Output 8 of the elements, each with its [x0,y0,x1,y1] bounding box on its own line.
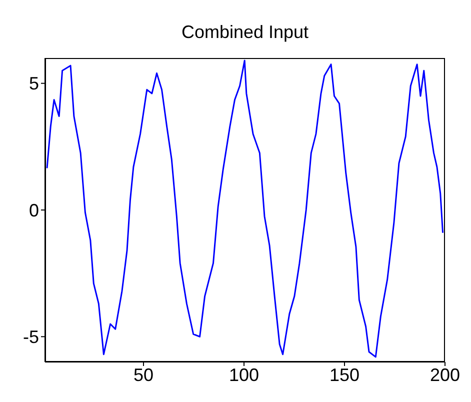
y-tick-label: -5 [22,327,39,348]
x-tick-label: 50 [133,364,154,385]
y-tick-label: 0 [28,200,39,220]
x-tick-label: 200 [430,364,460,385]
x-tick-label: 150 [329,364,360,385]
x-tick-label: 100 [228,364,260,385]
chart-title: Combined Input [180,22,310,43]
y-tick-label: 5 [28,74,39,94]
